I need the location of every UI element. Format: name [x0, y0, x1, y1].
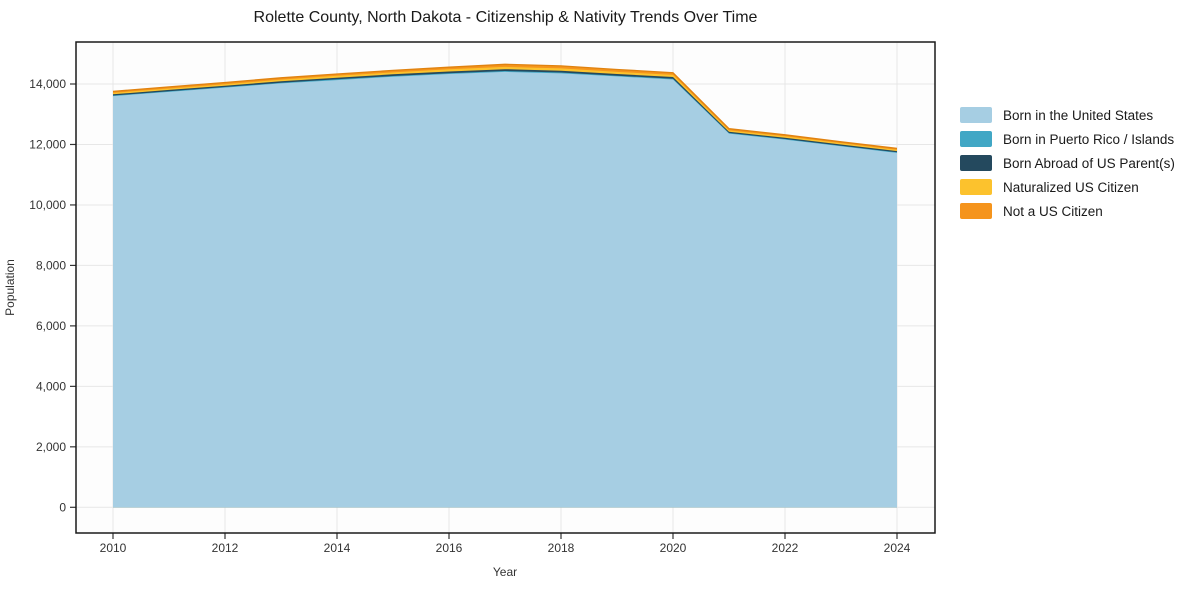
x-tick-label: 2016 — [436, 541, 463, 555]
legend-swatch — [960, 155, 992, 171]
y-tick-label: 2,000 — [36, 440, 66, 454]
x-tick-label: 2020 — [660, 541, 687, 555]
y-tick-label: 14,000 — [29, 77, 66, 91]
legend-item-not-a-us-citizen: Not a US Citizen — [960, 199, 1175, 223]
area-born-in-the-united-states — [113, 71, 897, 508]
legend-label: Born Abroad of US Parent(s) — [1003, 155, 1175, 171]
legend-label: Born in the United States — [1003, 107, 1154, 123]
y-tick-label: 6,000 — [36, 319, 66, 333]
x-tick-label: 2010 — [100, 541, 127, 555]
x-axis-label: Year — [493, 565, 517, 579]
y-axis-label: Population — [3, 259, 17, 316]
legend-label: Not a US Citizen — [1003, 203, 1103, 219]
axis-ticks — [70, 83, 898, 539]
x-tick-label: 2014 — [324, 541, 351, 555]
legend-item-born-in-puerto-rico-islands: Born in Puerto Rico / Islands — [960, 127, 1175, 151]
y-tick-label: 4,000 — [36, 379, 66, 393]
y-tick-label: 0 — [59, 500, 66, 514]
y-tick-label: 8,000 — [36, 258, 66, 272]
legend-swatch — [960, 179, 992, 195]
legend-label: Born in Puerto Rico / Islands — [1003, 131, 1175, 147]
legend-item-born-abroad-of-us-parent-s: Born Abroad of US Parent(s) — [960, 151, 1175, 175]
legend-label: Naturalized US Citizen — [1003, 179, 1139, 195]
stack-top-line — [112, 63, 898, 150]
legend-swatch — [960, 107, 992, 123]
y-tick-label: 10,000 — [29, 198, 66, 212]
x-tick-label: 2022 — [772, 541, 799, 555]
y-tick-label: 12,000 — [29, 137, 66, 151]
tick-labels: 0 2,000 4,000 6,000 8,000 10,000 12,000 14,000 2… — [29, 77, 910, 555]
chart-title: Rolette County, North Dakota - Citizensh… — [253, 9, 758, 26]
x-tick-label: 2012 — [212, 541, 239, 555]
x-tick-label: 2018 — [548, 541, 575, 555]
plot-border — [75, 41, 936, 534]
legend-swatch — [960, 131, 992, 147]
x-tick-label: 2024 — [884, 541, 911, 555]
legend-item-born-in-the-united-states: Born in the United States — [960, 103, 1175, 127]
legend-swatch — [960, 203, 992, 219]
legend-item-naturalized-us-citizen: Naturalized US Citizen — [960, 175, 1175, 199]
legend: Born in the United States Born in Puerto … — [960, 103, 1175, 223]
